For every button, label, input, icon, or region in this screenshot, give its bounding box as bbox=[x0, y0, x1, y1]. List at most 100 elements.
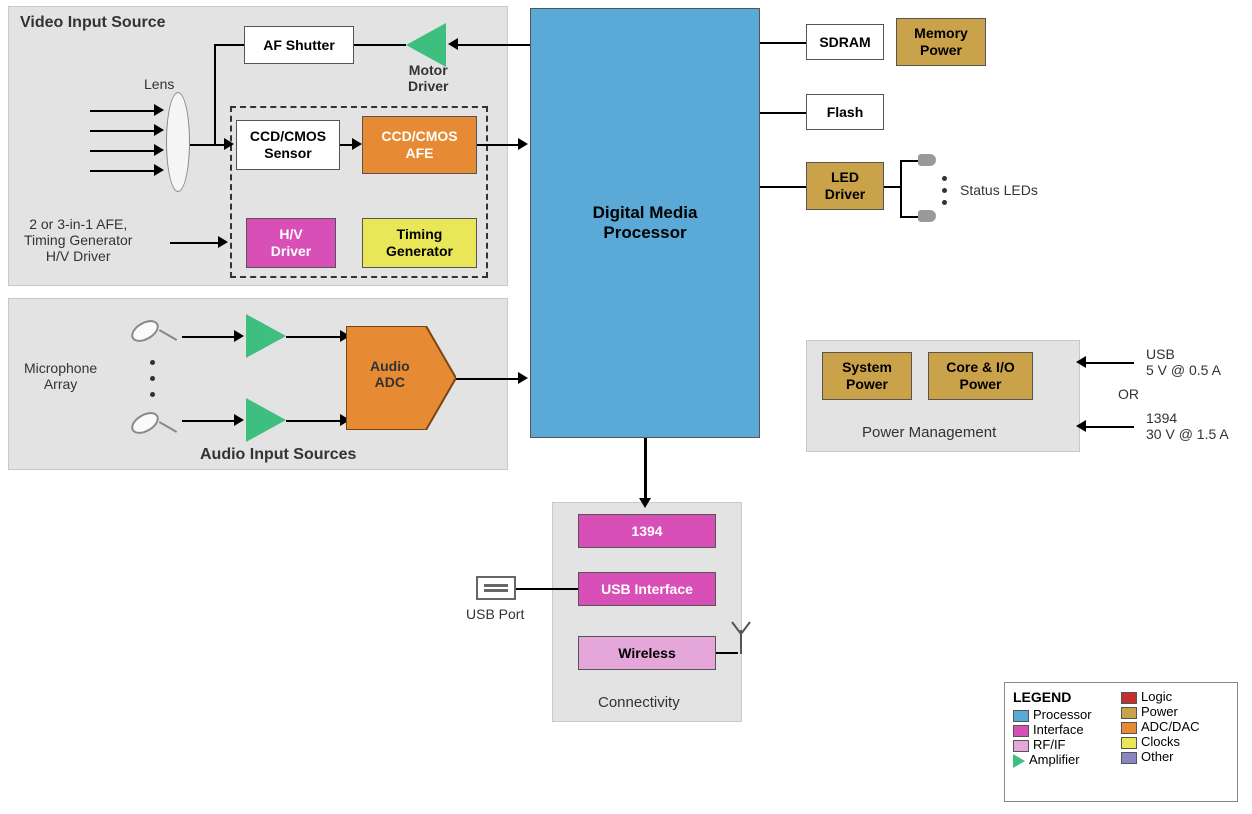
mem-power-label: Memory Power bbox=[914, 25, 968, 59]
led-1-icon bbox=[918, 154, 936, 166]
audio-amp-1 bbox=[246, 314, 286, 358]
core-io-power-block: Core & I/O Power bbox=[928, 352, 1033, 400]
led-dot-2 bbox=[942, 188, 947, 193]
shutter-h bbox=[214, 44, 244, 46]
sys-power-label: System Power bbox=[842, 359, 892, 393]
connectivity-title: Connectivity bbox=[598, 694, 680, 711]
adc-to-proc bbox=[456, 378, 518, 380]
usb-if-label: USB Interface bbox=[601, 581, 693, 598]
mic-dot-3 bbox=[150, 392, 155, 397]
usb-port-label: USB Port bbox=[466, 606, 524, 622]
led-2-icon bbox=[918, 210, 936, 222]
processor-block: Digital Media Processor bbox=[530, 8, 760, 438]
proc-to-sdram bbox=[760, 42, 806, 44]
sensor-to-afe-head bbox=[352, 138, 362, 150]
usb-port-icon bbox=[476, 576, 516, 600]
ccd-sensor-block: CCD/CMOS Sensor bbox=[236, 120, 340, 170]
legend-power: Power bbox=[1121, 704, 1229, 719]
timing-generator-block: Timing Generator bbox=[362, 218, 477, 268]
mic-array-label: Microphone Array bbox=[24, 360, 97, 392]
1394-block: 1394 bbox=[578, 514, 716, 548]
legend-box: LEGEND Processor Interface RF/IF Amplifi… bbox=[1004, 682, 1238, 802]
ccd-afe-label: CCD/CMOS AFE bbox=[381, 128, 457, 162]
mic-dot-2 bbox=[150, 376, 155, 381]
af-shutter-label: AF Shutter bbox=[263, 37, 335, 54]
light-ray-4-head bbox=[154, 164, 164, 176]
proc-to-motor-head bbox=[448, 38, 458, 50]
memory-power-block: Memory Power bbox=[896, 18, 986, 66]
afe-to-processor-head bbox=[518, 138, 528, 150]
ccd-sensor-label: CCD/CMOS Sensor bbox=[250, 128, 326, 162]
usb-interface-block: USB Interface bbox=[578, 572, 716, 606]
led-dot-3 bbox=[942, 200, 947, 205]
light-ray-2 bbox=[90, 130, 156, 132]
led-h1 bbox=[900, 160, 918, 162]
proc-to-flash bbox=[760, 112, 806, 114]
mic2-line bbox=[182, 420, 236, 422]
usb-pwr-head bbox=[1076, 356, 1086, 368]
lens-to-sensor-head bbox=[224, 138, 234, 150]
legend-processor: Processor bbox=[1013, 707, 1121, 722]
proc-to-led bbox=[760, 186, 806, 188]
usb-spec: USB 5 V @ 0.5 A bbox=[1146, 346, 1221, 378]
led-driver-label: LED Driver bbox=[825, 169, 865, 203]
lens-icon bbox=[166, 92, 190, 192]
proc-to-motor bbox=[458, 44, 530, 46]
1394-spec: 1394 30 V @ 1.5 A bbox=[1146, 410, 1229, 442]
sdram-label: SDRAM bbox=[819, 34, 870, 51]
light-ray-1-head bbox=[154, 104, 164, 116]
1394-pwr-head bbox=[1076, 420, 1086, 432]
legend-other: Other bbox=[1121, 749, 1229, 764]
system-power-block: System Power bbox=[822, 352, 912, 400]
wireless-block: Wireless bbox=[578, 636, 716, 670]
amp2-to-adc bbox=[286, 420, 342, 422]
antenna-icon bbox=[730, 620, 752, 654]
video-title: Video Input Source bbox=[20, 14, 166, 32]
ccd-afe-block: CCD/CMOS AFE bbox=[362, 116, 477, 174]
legend-amplifier: Amplifier bbox=[1013, 752, 1121, 768]
audio-title: Audio Input Sources bbox=[200, 446, 356, 464]
timing-gen-label: Timing Generator bbox=[386, 226, 453, 260]
legend-clocks: Clocks bbox=[1121, 734, 1229, 749]
or-label: OR bbox=[1118, 386, 1139, 402]
flash-block: Flash bbox=[806, 94, 884, 130]
legend-interface: Interface bbox=[1013, 722, 1121, 737]
proc-to-conn bbox=[644, 438, 647, 502]
led-dot-1 bbox=[942, 176, 947, 181]
led-v bbox=[900, 160, 902, 218]
motor-to-shutter bbox=[354, 44, 406, 46]
amp1-to-adc bbox=[286, 336, 342, 338]
mic-dot-1 bbox=[150, 360, 155, 365]
proc-to-conn-head bbox=[639, 498, 651, 508]
wireless-label: Wireless bbox=[618, 645, 675, 662]
afe-to-processor bbox=[477, 144, 519, 146]
motor-driver-label: Motor Driver bbox=[408, 62, 448, 94]
led-driver-block: LED Driver bbox=[806, 162, 884, 210]
adc-to-proc-head bbox=[518, 372, 528, 384]
light-ray-3 bbox=[90, 150, 156, 152]
lens-to-sensor bbox=[190, 144, 226, 146]
afe-note-arrow bbox=[170, 242, 220, 244]
hv-driver-block: H/V Driver bbox=[246, 218, 336, 268]
hv-driver-label: H/V Driver bbox=[271, 226, 311, 260]
flash-label: Flash bbox=[827, 104, 864, 121]
led-h2 bbox=[900, 216, 918, 218]
1394-label: 1394 bbox=[631, 523, 662, 540]
legend-rfif: RF/IF bbox=[1013, 737, 1121, 752]
audio-adc-label: Audio ADC bbox=[370, 358, 410, 390]
power-mgmt-title: Power Management bbox=[862, 424, 996, 441]
usb-pwr-line bbox=[1084, 362, 1134, 364]
legend-logic: Logic bbox=[1121, 689, 1229, 704]
mic1-line bbox=[182, 336, 236, 338]
sdram-block: SDRAM bbox=[806, 24, 884, 60]
legend-title: LEGEND bbox=[1013, 689, 1121, 705]
mic1-head bbox=[234, 330, 244, 342]
audio-amp-2 bbox=[246, 398, 286, 442]
usb-port-line bbox=[516, 588, 578, 590]
1394-pwr-line bbox=[1084, 426, 1134, 428]
shutter-v bbox=[214, 44, 216, 144]
legend-adcdac: ADC/DAC bbox=[1121, 719, 1229, 734]
afe-note: 2 or 3-in-1 AFE, Timing Generator H/V Dr… bbox=[24, 216, 132, 264]
af-shutter-block: AF Shutter bbox=[244, 26, 354, 64]
light-ray-3-head bbox=[154, 144, 164, 156]
